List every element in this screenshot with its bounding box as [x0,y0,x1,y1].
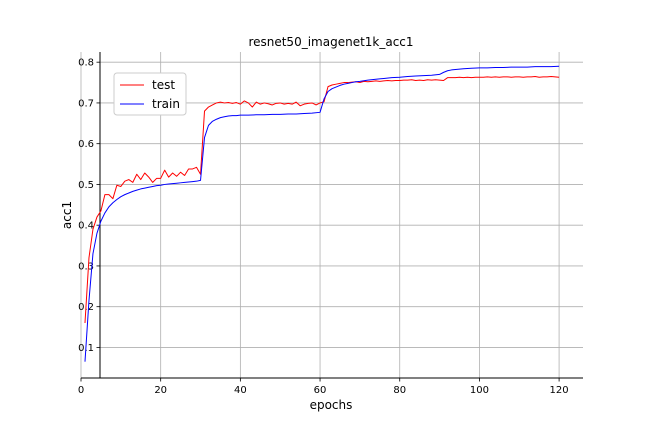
legend-label-test: test [152,78,175,92]
series-line-train [84,65,560,362]
x-axis-label: epochs [310,398,353,412]
x-tick-label: 0 [78,385,84,396]
x-tick-label: 20 [154,385,167,396]
y-tick-label: 0.5 [78,180,94,191]
y-tick-label: 0.8 [78,58,94,69]
y-tick-label: 0.4 [78,221,94,232]
x-tick-label: 40 [234,385,247,396]
y-axis-label: acc1 [60,201,74,229]
series-line-test [84,75,560,324]
y-tick-label: 0.6 [78,139,94,150]
x-tick-label: 80 [393,385,406,396]
axes [81,52,583,379]
legend: test train [113,72,187,116]
grid-lines [80,52,583,378]
chart-title: resnet50_imagenet1k_acc1 [248,35,413,49]
y-tick-label: 0.3 [78,261,94,272]
x-ticks: 0 20 40 60 80 100 120 [78,378,569,396]
x-tick-label: 60 [314,385,327,396]
series-lines [84,65,560,362]
x-tick-label: 100 [470,385,489,396]
x-tick-label: 120 [550,385,569,396]
y-tick-label: 0.7 [78,98,94,109]
legend-label-train: train [152,97,180,111]
